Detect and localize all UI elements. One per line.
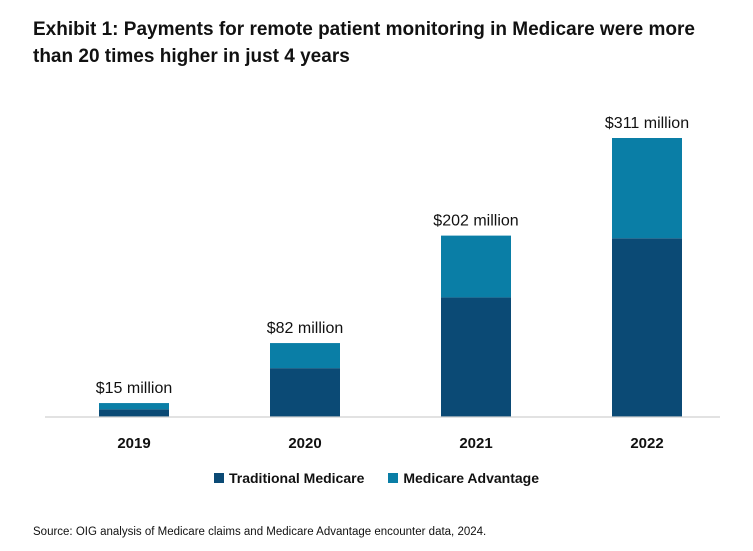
bar-advantage-2021: [441, 235, 511, 298]
x-tick-label-2021: 2021: [459, 435, 492, 452]
bar-advantage-2022: [612, 138, 682, 239]
x-tick-label-2020: 2020: [288, 435, 321, 452]
legend-label-advantage: Medicare Advantage: [403, 470, 539, 486]
bar-advantage-2020: [270, 343, 340, 369]
legend-swatch-traditional: [213, 473, 224, 483]
bar-advantage-2019: [99, 403, 169, 410]
bar-traditional-2022: [612, 238, 682, 417]
legend: Traditional Medicare Medicare Advantage: [0, 470, 753, 486]
legend-item-advantage: Medicare Advantage: [388, 470, 539, 486]
data-label-2022: $311 million: [605, 115, 689, 132]
data-label-2021: $202 million: [433, 213, 518, 230]
chart-title: Exhibit 1: Payments for remote patient m…: [33, 19, 695, 67]
data-label-2020: $82 million: [267, 320, 343, 337]
bar-traditional-2020: [270, 368, 340, 417]
bar-traditional-2019: [99, 409, 169, 417]
bar-traditional-2021: [441, 297, 511, 417]
legend-item-traditional: Traditional Medicare: [213, 470, 365, 486]
x-tick-label-2022: 2022: [630, 435, 663, 452]
source-note: Source: OIG analysis of Medicare claims …: [33, 526, 487, 538]
x-tick-label-2019: 2019: [117, 435, 150, 452]
legend-label-traditional: Traditional Medicare: [228, 470, 365, 486]
legend-swatch-advantage: [388, 473, 399, 483]
data-label-2019: $15 million: [96, 380, 172, 397]
